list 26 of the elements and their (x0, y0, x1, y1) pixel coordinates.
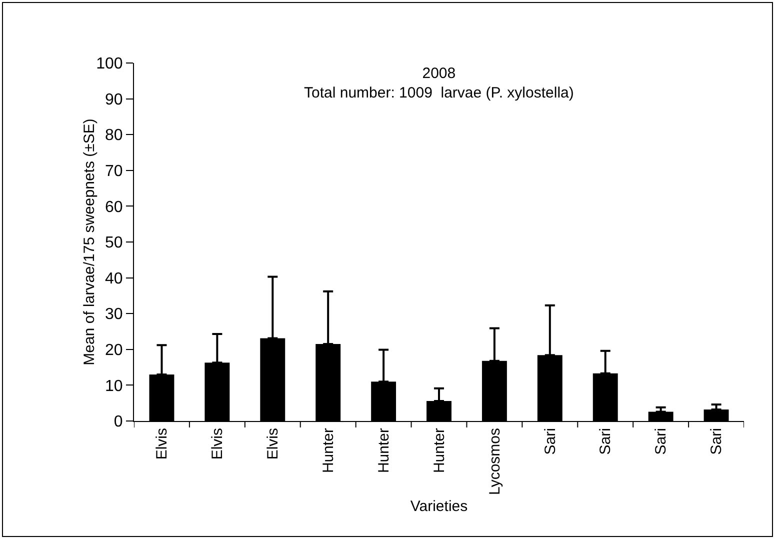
x-tick-label: Sari (708, 428, 726, 455)
x-tick-label: Elvis (264, 428, 282, 460)
y-tick-label: 50 (105, 234, 123, 252)
x-tick-label: Hunter (430, 428, 448, 474)
x-tick-label: Sari (597, 428, 614, 455)
y-tick-label: 60 (105, 198, 123, 216)
x-tick-label: Hunter (320, 428, 337, 474)
x-axis-title: Varieties (410, 498, 468, 515)
y-axis-title: Mean of larvae/175 sweepnets (±SE) (81, 118, 98, 366)
y-tick-label: 10 (105, 378, 123, 395)
y-tick-label: 30 (105, 306, 123, 324)
x-tick-label: Elvis (209, 428, 226, 460)
y-tick-label: 0 (114, 414, 123, 431)
y-tick-label: 90 (105, 91, 123, 108)
text: Total number: 1009 larvae (P. xylostella) (304, 84, 574, 102)
x-tick-label: Sari (652, 428, 670, 455)
chart-title: 2008 (422, 65, 456, 82)
x-tick-label: Elvis (154, 428, 171, 460)
x-tick-label: Sari (542, 428, 559, 455)
y-tick-label: 80 (105, 127, 123, 144)
y-tick-label: 20 (105, 342, 123, 359)
y-tick-label: 70 (105, 163, 123, 180)
y-tick-label: 40 (105, 270, 123, 288)
x-tick-label: Hunter (375, 428, 392, 474)
x-tick-label: Lycosmos (486, 428, 504, 495)
y-tick-label: 100 (96, 56, 123, 73)
